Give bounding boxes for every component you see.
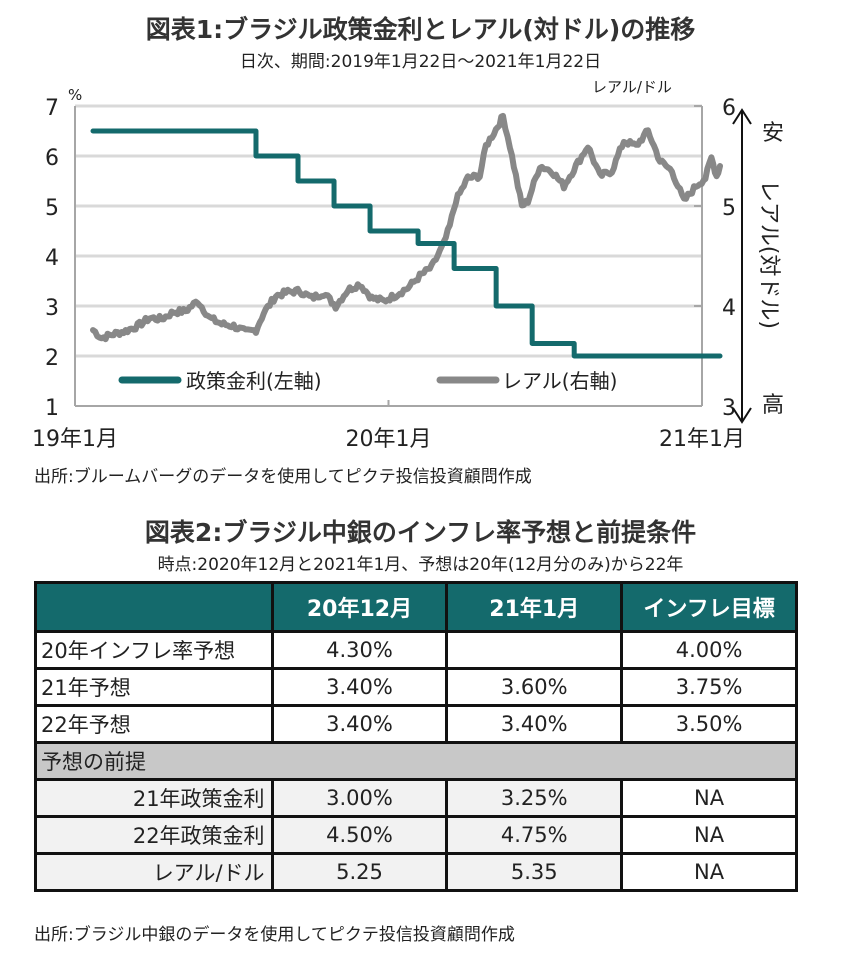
row-label: 20年インフレ率予想 [34, 630, 274, 670]
y-left-tick-label: 7 [45, 96, 59, 121]
y-right-tick-label: 3 [722, 396, 736, 421]
y-right-tick-label: 4 [722, 296, 736, 321]
y-left-tick-label: 5 [45, 196, 59, 221]
row-label: 21年予想 [34, 667, 274, 707]
x-tick-label: 21年1月 [659, 427, 745, 452]
annotation-expensive: 高 [762, 393, 784, 418]
legend-label-real: レアル(右軸) [502, 369, 617, 393]
table-cell [445, 630, 624, 670]
table-cell: 4.00% [620, 630, 798, 670]
section-row: 予想の前提 [34, 741, 798, 781]
x-tick-label: 20年1月 [346, 427, 432, 452]
chart-figure1: 1 2 3 4 5 6 7 3 4 5 6 19年1月 20年1月 21年1月 政策金利(左軸) レアル(… [32, 78, 784, 452]
header-cell: 20年12月 [270, 581, 449, 633]
y-left-tick-label: 3 [45, 296, 59, 321]
figure2-title: 図表2:ブラジル中銀のインフレ率予想と前提条件 [144, 518, 697, 547]
table-cell: 3.75% [620, 667, 798, 707]
row-label: 22年予想 [34, 704, 274, 744]
inflation-forecast-table: 20年12月 21年1月 インフレ目標 20年インフレ率予想 4.30% 4.0… [34, 581, 798, 892]
table-cell: 3.00% [270, 778, 449, 818]
table-row: 22年予想 3.40% 3.40% 3.50% [34, 704, 798, 744]
row-label: 21年政策金利 [34, 778, 274, 818]
table-cell: 3.40% [270, 667, 449, 707]
y-left-tick-label: 6 [45, 146, 59, 171]
y-left-tick-label: 1 [45, 396, 59, 421]
y-left-tick-label: 2 [45, 346, 59, 371]
header-cell: インフレ目標 [620, 581, 798, 633]
table-row: レアル/ドル 5.25 5.35 NA [34, 852, 798, 892]
table-row: 22年政策金利 4.50% 4.75% NA [34, 815, 798, 855]
table-row: 20年インフレ率予想 4.30% 4.00% [34, 630, 798, 670]
table-cell: 4.50% [270, 815, 449, 855]
arrow-down-icon [732, 407, 752, 424]
section-label: 予想の前提 [34, 741, 798, 781]
header-cell [34, 581, 274, 633]
y-right-tick-label: 6 [722, 96, 736, 121]
left-axis-unit: % [68, 86, 82, 104]
arrow-up-icon [732, 108, 752, 125]
table-cell: 5.35 [445, 852, 624, 892]
table-header-row: 20年12月 21年1月 インフレ目標 [34, 581, 798, 633]
figure2-subtitle: 時点:2020年12月と2021年1月、予想は20年(12月分のみ)から22年 [157, 555, 684, 575]
table-cell: 3.60% [445, 667, 624, 707]
header-cell: 21年1月 [445, 581, 624, 633]
table-cell: 5.25 [270, 852, 449, 892]
table-cell: 3.40% [270, 704, 449, 744]
series-real-line [90, 112, 723, 343]
right-axis-unit: レアル/ドル [592, 78, 672, 96]
row-label: 22年政策金利 [34, 815, 274, 855]
figure1-source: 出所:ブルームバーグのデータを使用してピクテ投信投資顧問作成 [34, 467, 532, 487]
table-cell: 4.75% [445, 815, 624, 855]
x-tick-label: 19年1月 [32, 427, 118, 452]
y-left-tick-label: 4 [45, 246, 59, 271]
annotation-real-vs-dollar: レアル(対ドル) [756, 180, 781, 329]
table-cell: 3.50% [620, 704, 798, 744]
legend-label-policy-rate: 政策金利(左軸) [186, 369, 322, 393]
table-cell: NA [620, 778, 798, 818]
series [90, 112, 723, 359]
right-axis-annotation: 安 高 レアル(対ドル) [732, 108, 784, 424]
legend: 政策金利(左軸) レアル(右軸) [118, 369, 617, 393]
table-row: 21年予想 3.40% 3.60% 3.75% [34, 667, 798, 707]
y-right-tick-label: 5 [722, 196, 736, 221]
annotation-cheap: 安 [762, 121, 784, 146]
figure1-title: 図表1:ブラジル政策金利とレアル(対ドル)の推移 [145, 15, 696, 44]
table-cell: 4.30% [270, 630, 449, 670]
table-row: 21年政策金利 3.00% 3.25% NA [34, 778, 798, 818]
axes: 1 2 3 4 5 6 7 3 4 5 6 19年1月 20年1月 21年1月 [32, 96, 745, 452]
figure2-source: 出所:ブラジル中銀のデータを使用してピクテ投信投資顧問作成 [34, 925, 515, 945]
table-cell: NA [620, 815, 798, 855]
figure1-subtitle: 日次、期間:2019年1月22日〜2021年1月22日 [239, 52, 602, 72]
table-cell: 3.25% [445, 778, 624, 818]
row-label: レアル/ドル [34, 852, 274, 892]
series-policy-rate-line [90, 128, 723, 359]
table-cell: 3.40% [445, 704, 624, 744]
table-cell: NA [620, 852, 798, 892]
